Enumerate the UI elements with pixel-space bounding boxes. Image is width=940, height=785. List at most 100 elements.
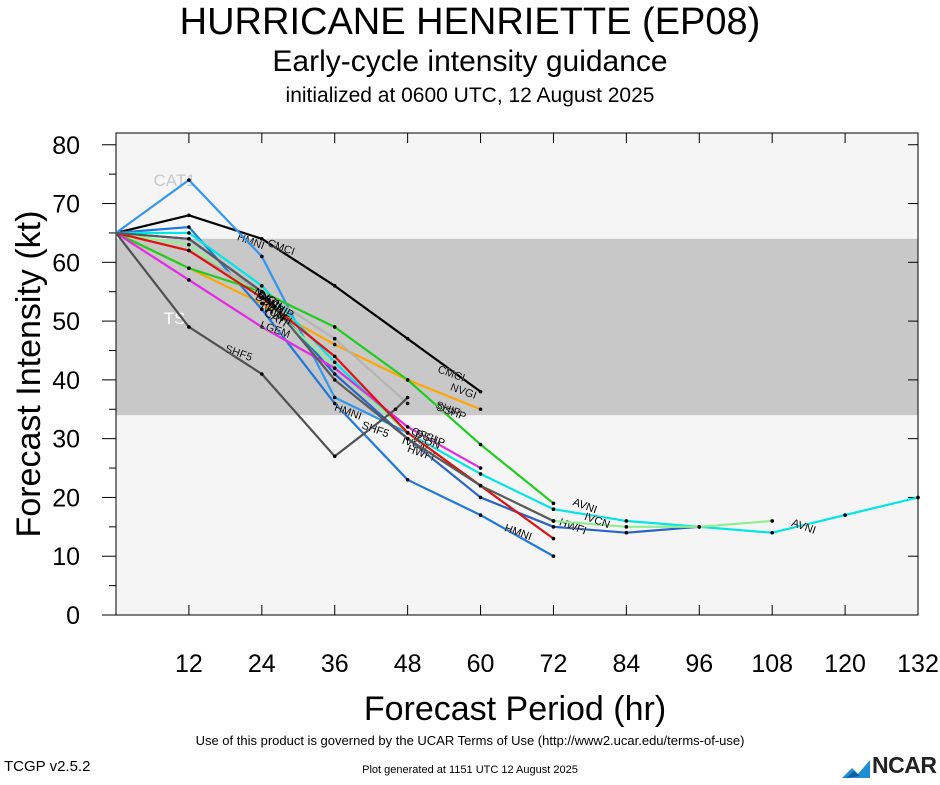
ncar-logo-icon xyxy=(842,760,870,778)
y-tick-label: 20 xyxy=(52,484,80,512)
data-point-icon xyxy=(551,519,556,523)
data-point-lgem xyxy=(187,278,191,282)
data-point-dshp xyxy=(332,325,337,329)
x-tick-label: 132 xyxy=(897,650,939,678)
y-axis-label: Forecast Intensity (kt) xyxy=(10,211,48,538)
data-point-hmni xyxy=(187,225,191,229)
data-point-dshp xyxy=(405,378,410,382)
data-point-avni xyxy=(551,507,556,511)
chart-init-time: initialized at 0600 UTC, 12 August 2025 xyxy=(285,84,655,107)
series-line-avni xyxy=(116,231,919,534)
data-point-avni xyxy=(916,495,920,500)
data-point-ofci xyxy=(551,536,556,541)
data-point-ofci xyxy=(260,295,264,300)
x-axis-label: Forecast Period (hr) xyxy=(364,690,666,728)
x-tick-label: 36 xyxy=(321,650,349,678)
data-point-hmni xyxy=(405,478,410,482)
band-label-cat1: CAT1 xyxy=(154,171,196,190)
data-point-cmci xyxy=(187,213,191,218)
x-tick-label: 120 xyxy=(824,650,866,678)
band-ts xyxy=(116,238,918,416)
x-tick-label: 96 xyxy=(685,650,713,678)
x-tick-label: 72 xyxy=(540,650,568,678)
data-point-hwfi xyxy=(478,495,483,500)
data-point-hmni xyxy=(551,554,556,559)
data-point-cati xyxy=(332,395,337,400)
data-point-ship xyxy=(405,401,410,406)
data-point-nvgi xyxy=(260,301,264,306)
terms-of-use[interactable]: Use of this product is governed by the U… xyxy=(195,733,745,748)
data-point-lgem xyxy=(405,425,410,429)
ncar-logo: NCAR xyxy=(840,752,938,780)
data-point-avni xyxy=(624,519,629,523)
y-tick-label: 50 xyxy=(52,308,80,336)
ncar-logo-text: NCAR xyxy=(872,752,937,778)
x-tick-label: 24 xyxy=(248,650,276,678)
chart-title: HURRICANE HENRIETTE (EP08) xyxy=(179,1,761,43)
data-point-shf5 xyxy=(187,325,191,329)
plot-generated: Plot generated at 1151 UTC 12 August 202… xyxy=(362,764,578,776)
data-point-icon xyxy=(187,237,191,241)
data-point-icon xyxy=(478,483,483,488)
series-line-shf5 xyxy=(115,232,409,458)
data-point-avni xyxy=(187,231,191,235)
chart-subtitle: Early-cycle intensity guidance xyxy=(272,45,668,78)
data-point-ivcn xyxy=(770,519,774,523)
y-tick-label: 0 xyxy=(66,602,80,630)
data-point-shf5 xyxy=(405,395,410,400)
data-point-cmci xyxy=(478,389,483,394)
data-point-dshp xyxy=(551,501,556,506)
data-point-hwfi xyxy=(332,372,337,376)
y-tick-label: 10 xyxy=(52,543,80,571)
data-point-ivcn xyxy=(187,242,191,247)
data-point-icon xyxy=(332,378,337,382)
data-point-avni xyxy=(843,513,847,517)
version-label: TCGP v2.5.2 xyxy=(4,758,91,775)
data-point-avni xyxy=(260,284,264,288)
data-point-dshp xyxy=(478,442,483,447)
data-point-ofci xyxy=(187,248,191,253)
data-point-hmni xyxy=(260,307,264,312)
y-tick-label: 60 xyxy=(52,249,80,277)
data-point-icon xyxy=(260,289,264,294)
data-point-avni xyxy=(770,530,774,535)
x-tick-label: 108 xyxy=(751,650,793,678)
data-point-shf5 xyxy=(260,372,264,376)
data-point-nvgi xyxy=(332,342,337,347)
data-point-hwfi xyxy=(624,530,629,535)
data-point-dshp xyxy=(187,266,191,270)
x-tick-label: 48 xyxy=(394,650,422,678)
data-point-ship xyxy=(332,336,337,341)
data-point-lgem xyxy=(478,466,483,470)
y-tick-label: 70 xyxy=(52,191,80,219)
data-point-lgem xyxy=(332,366,337,370)
data-point-cmci xyxy=(260,237,264,241)
data-point-ofci xyxy=(405,430,410,435)
data-point-icon xyxy=(405,436,410,441)
data-point-avni xyxy=(478,472,483,476)
plot-frame xyxy=(115,132,919,616)
data-point-ofci xyxy=(332,354,337,359)
data-point-shf5 xyxy=(393,407,398,412)
data-point-shf5 xyxy=(332,454,337,459)
x-tick-label: 60 xyxy=(467,650,495,678)
data-point-nvgi xyxy=(478,407,483,412)
y-tick-label: 30 xyxy=(52,426,80,454)
data-point-cmci xyxy=(405,336,410,341)
data-point-cati xyxy=(187,178,191,182)
y-tick-label: 40 xyxy=(52,367,80,395)
data-point-lgem xyxy=(260,325,264,329)
x-tick-label: 12 xyxy=(175,650,203,678)
data-point-avni xyxy=(332,360,337,365)
data-point-cati xyxy=(260,254,264,259)
series-line-lgem xyxy=(115,232,482,470)
data-point-ivcn xyxy=(624,525,629,529)
data-point-hmni xyxy=(478,513,483,517)
x-tick-label: 84 xyxy=(612,650,640,678)
data-point-hwfi xyxy=(551,525,556,529)
data-point-hmni xyxy=(332,401,337,406)
data-point-cmci xyxy=(332,284,337,288)
data-point-ivcn xyxy=(697,525,702,529)
series-line-cmci xyxy=(115,214,482,393)
